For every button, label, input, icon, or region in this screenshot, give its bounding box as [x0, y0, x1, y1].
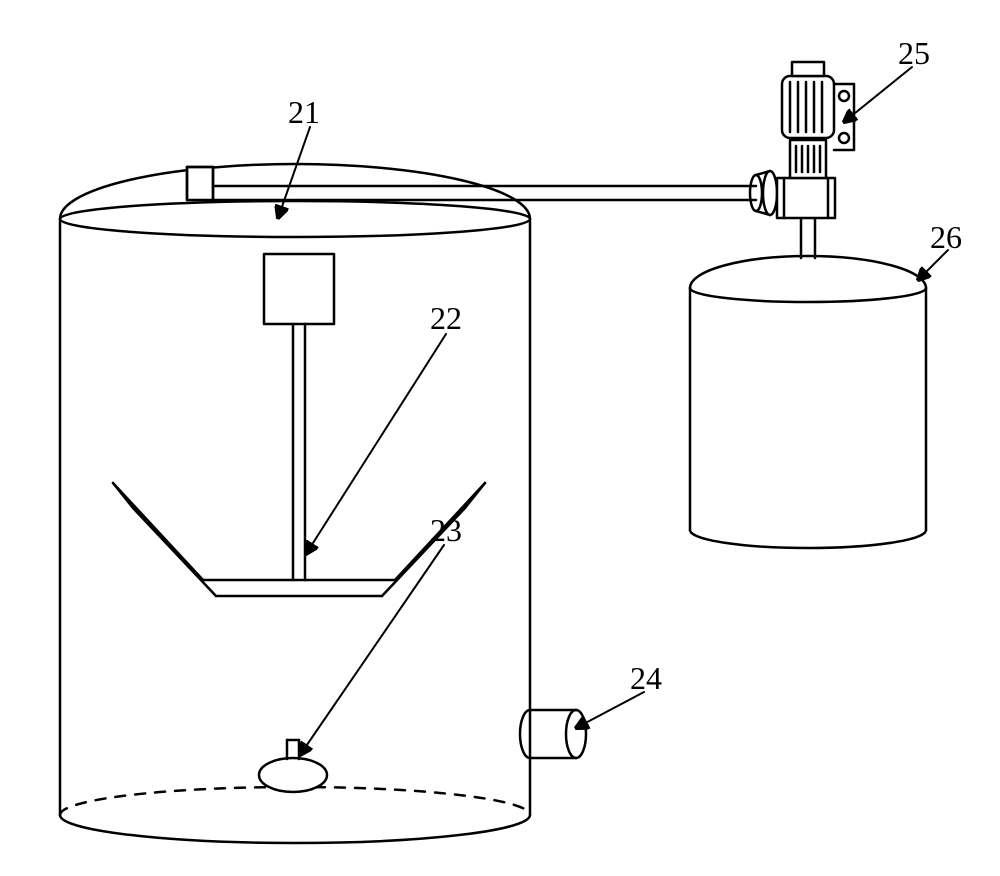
leader-24	[576, 692, 644, 728]
label-25: 25	[898, 35, 930, 72]
pump-assembly	[777, 62, 854, 258]
float-device	[259, 740, 327, 792]
leader-lines	[278, 67, 948, 755]
engineering-diagram	[0, 0, 1000, 876]
label-21: 21	[288, 94, 320, 131]
secondary-tank	[690, 256, 926, 548]
label-22: 22	[430, 300, 462, 337]
label-26: 26	[930, 219, 962, 256]
label-23: 23	[430, 512, 462, 549]
leader-21	[278, 127, 310, 218]
label-24: 24	[630, 660, 662, 697]
leader-22	[306, 334, 446, 554]
leader-23	[300, 545, 444, 755]
